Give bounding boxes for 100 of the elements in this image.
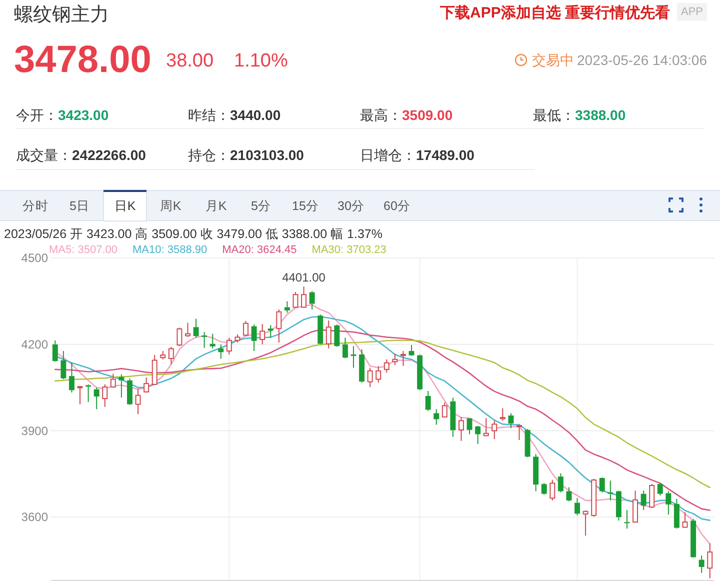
candlestick [276, 309, 282, 344]
candlestick [350, 346, 356, 368]
candlestick [690, 518, 696, 558]
candlestick [118, 374, 124, 398]
text: 17489.00 [416, 147, 475, 163]
candlestick [342, 337, 348, 358]
candlestick [450, 397, 456, 438]
candlestick [698, 554, 704, 574]
text: 5分 [251, 199, 271, 213]
text: 成交量： [16, 147, 72, 163]
candlestick [268, 324, 274, 338]
text: MA30: 3703.23 [312, 244, 386, 256]
y-tick-label: 3600 [21, 510, 48, 524]
text: 周K [160, 199, 182, 213]
candlestick [475, 426, 481, 445]
candlestick [616, 491, 622, 522]
candlestick [127, 378, 132, 404]
candlestick [284, 300, 290, 314]
y-tick-label: 4500 [21, 251, 48, 265]
text: 日增仓： [360, 147, 416, 163]
text: 1.10% [234, 50, 288, 72]
text: 2103103.00 [230, 147, 304, 163]
candlestick [425, 390, 431, 412]
candlestick [392, 353, 398, 366]
candlestick [185, 322, 190, 338]
text: 昨结： [188, 107, 230, 123]
candlestick [533, 454, 539, 492]
text: APP [680, 6, 704, 18]
candlestick [202, 332, 208, 348]
candlestick [434, 408, 440, 426]
candlestick [60, 350, 66, 380]
text: 3388.00 [575, 107, 626, 123]
text: 日K [114, 199, 136, 213]
candlestick [666, 490, 672, 516]
text: 月K [205, 199, 228, 213]
candlestick [400, 350, 406, 366]
candlestick [94, 387, 100, 410]
text: 分时 [22, 199, 48, 213]
candlestick [657, 482, 663, 496]
candlestick [582, 510, 588, 536]
text: 3509.00 [402, 107, 453, 123]
candlestick [309, 290, 315, 310]
text: 5日 [70, 199, 90, 213]
candlestick [102, 384, 108, 408]
candlestick [707, 542, 713, 579]
candlestick [632, 490, 638, 523]
candlestick [68, 362, 74, 393]
candlestick [251, 324, 257, 352]
text: 38.00 [166, 50, 214, 72]
candlestick [210, 333, 216, 349]
candlestick [682, 512, 688, 528]
candlestick [508, 412, 514, 429]
candlestick [500, 408, 506, 422]
candlestick [566, 486, 572, 502]
text: 60分 [384, 199, 410, 213]
candlestick [376, 365, 382, 384]
text: 2023-05-26 14:03:06 [577, 52, 708, 68]
candlestick [359, 348, 365, 384]
candlestick [458, 416, 464, 442]
candlestick [334, 324, 340, 346]
text: 交易中 [532, 52, 574, 68]
text: 螺纹钢主力 [14, 4, 109, 26]
candlestick [52, 340, 58, 362]
candlestick [77, 385, 83, 405]
text: 3423.00 [58, 107, 109, 123]
text: 15分 [292, 199, 319, 213]
annotation: 4401.00 [282, 270, 326, 285]
text: 下载APP添加自选 重要行情优先看 [438, 4, 670, 22]
chart-subtitle: 2023/05/26 开 3423.00 高 3509.00 收 3479.00 低 3388.00 幅 1.37% [4, 226, 382, 241]
candlestick [260, 323, 266, 345]
text: MA20: 3624.45 [222, 244, 297, 256]
text: 3478.00 [14, 39, 152, 81]
candlestick [193, 318, 199, 338]
text: MA10: 3588.90 [132, 244, 208, 256]
candlestick [408, 344, 414, 356]
candlestick [135, 388, 141, 415]
text: 最低： [533, 107, 575, 123]
text: 2422266.00 [72, 147, 146, 163]
text: 3440.00 [230, 107, 281, 123]
text: MA5: 3507.00 [49, 244, 118, 256]
text: 今开： [16, 107, 58, 123]
text: 最高： [360, 107, 402, 123]
candlestick [466, 418, 472, 435]
candlestick [326, 320, 332, 349]
candlestick [574, 498, 580, 516]
text: 持仓： [188, 147, 230, 163]
y-tick-label: 4200 [21, 337, 48, 352]
candlestick [674, 498, 680, 530]
candlestick [640, 490, 646, 510]
candlestick [301, 286, 306, 308]
candlestick [608, 480, 614, 501]
candlestick [524, 428, 530, 457]
candlestick [516, 424, 522, 440]
y-tick-label: 3900 [21, 424, 48, 438]
candlestick [558, 472, 564, 493]
candlestick [483, 418, 489, 436]
candlestick [492, 420, 498, 440]
text: 30分 [338, 199, 364, 213]
candlestick [367, 367, 373, 388]
candlestick [218, 344, 224, 360]
